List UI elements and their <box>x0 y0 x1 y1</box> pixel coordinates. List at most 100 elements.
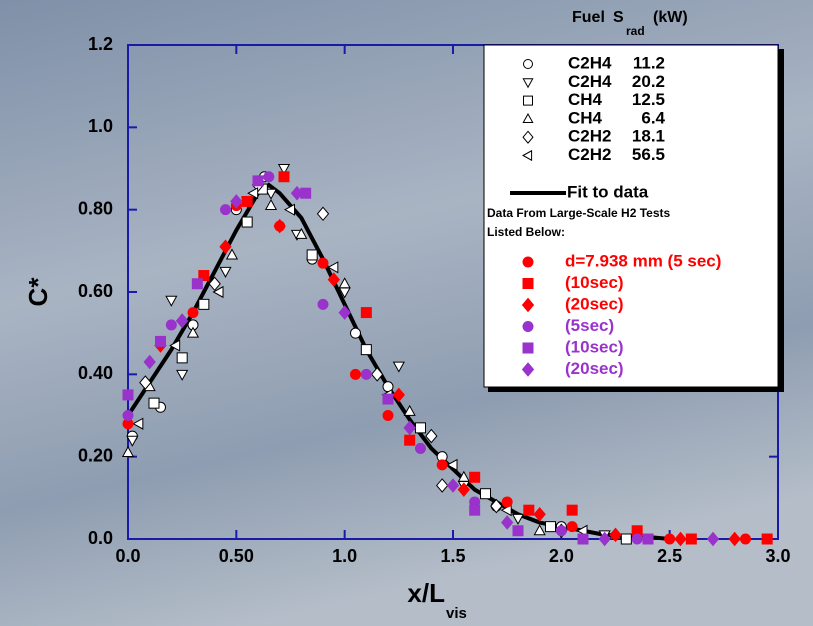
data-point <box>290 185 304 201</box>
data-point <box>371 367 384 382</box>
data-point <box>316 206 330 222</box>
data-point <box>576 524 588 537</box>
data-point <box>728 531 741 547</box>
legend-header-srad: S <box>613 9 624 26</box>
legend-label: (10sec) <box>565 337 624 356</box>
data-point <box>176 352 188 364</box>
data-point <box>523 504 535 516</box>
data-point <box>360 307 372 319</box>
data-point <box>392 387 405 403</box>
data-point <box>247 187 259 200</box>
data-point <box>338 305 351 320</box>
legend-header-srad-sub: rad <box>626 24 645 38</box>
data-point <box>198 298 210 310</box>
legend-label: C2H4 <box>568 53 612 72</box>
data-point <box>511 513 525 525</box>
x-tick-label: 2.0 <box>549 546 574 566</box>
data-point <box>501 496 513 508</box>
data-point <box>350 368 361 380</box>
data-point <box>642 533 654 545</box>
data-point <box>545 521 556 533</box>
legend-marker <box>522 112 534 123</box>
data-point <box>132 417 144 430</box>
legend-srad: 56.5 <box>632 145 665 164</box>
data-point <box>176 313 189 329</box>
data-point <box>457 470 470 482</box>
data-point <box>317 298 329 310</box>
data-point <box>664 533 676 545</box>
legend-label: (5sec) <box>565 316 614 335</box>
data-point <box>121 446 135 458</box>
data-point <box>219 239 232 254</box>
data-point <box>278 171 290 183</box>
data-point <box>620 533 632 545</box>
x-tick-label: 2.5 <box>657 546 682 566</box>
data-point <box>446 478 460 493</box>
data-point <box>500 504 512 517</box>
data-point <box>740 533 751 545</box>
data-point <box>566 504 578 516</box>
legend-label: CH4 <box>568 90 603 109</box>
legend-marker <box>523 59 533 69</box>
legend-marker <box>522 256 534 268</box>
data-point <box>761 533 773 545</box>
legend-marker <box>522 78 534 89</box>
data-point <box>403 420 416 436</box>
x-axis-label-text: x/L <box>407 578 445 608</box>
legend-label: C2H2 <box>568 127 611 146</box>
data-point <box>457 482 470 497</box>
data-point <box>609 527 622 543</box>
legend-marker <box>522 278 534 289</box>
legend-srad: 6.4 <box>641 108 665 127</box>
y-tick-label: 1.0 <box>88 116 113 136</box>
y-axis-label: C* <box>23 277 53 307</box>
data-point <box>169 339 181 352</box>
data-point <box>425 428 438 444</box>
legend-marker <box>523 95 533 106</box>
legend-srad: 11.2 <box>633 53 665 72</box>
data-point <box>469 471 481 483</box>
legend-srad: 12.5 <box>632 90 665 109</box>
data-point <box>186 326 200 338</box>
data-point <box>219 266 232 278</box>
data-point <box>122 389 134 401</box>
data-point <box>198 270 210 282</box>
legend-label: (10sec) <box>565 273 624 292</box>
data-point <box>263 171 275 183</box>
data-point <box>212 285 224 299</box>
data-point <box>382 393 394 405</box>
data-point <box>446 458 458 471</box>
data-point <box>317 257 329 269</box>
y-tick-label: 0.0 <box>88 528 113 548</box>
data-point <box>566 521 578 533</box>
y-tick-label: 0.60 <box>78 281 113 301</box>
legend-label: CH4 <box>568 108 603 127</box>
data-point <box>220 204 231 216</box>
data-point <box>230 194 243 209</box>
legend-marker <box>522 149 533 162</box>
x-tick-label: 0.50 <box>219 546 254 566</box>
data-point <box>392 361 405 373</box>
x-tick-label: 3.0 <box>765 546 790 566</box>
x-axis-label: x/L <box>407 578 445 608</box>
data-point <box>674 531 687 547</box>
y-tick-label: 1.2 <box>88 34 113 54</box>
legend-label: C2H2 <box>568 145 611 164</box>
y-tick-label: 0.80 <box>78 198 113 218</box>
data-point <box>148 397 160 409</box>
data-point <box>436 478 449 493</box>
data-point <box>436 459 448 471</box>
data-point <box>360 344 372 356</box>
data-point <box>306 249 318 261</box>
data-point <box>241 216 253 228</box>
data-point <box>480 488 491 500</box>
legend-note: Listed Below: <box>487 225 565 239</box>
data-point <box>252 175 264 187</box>
data-point <box>350 327 361 339</box>
data-point <box>469 504 481 516</box>
data-point <box>191 278 203 290</box>
data-point <box>208 276 221 292</box>
x-axis-label-subscript: vis <box>446 605 467 622</box>
